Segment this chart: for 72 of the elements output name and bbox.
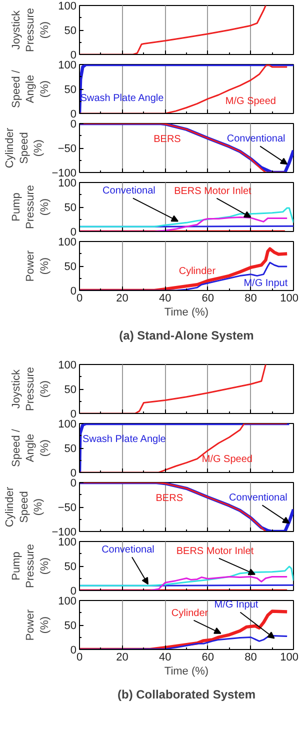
y-tick-label: 100 — [58, 60, 77, 72]
y-axis-title: Power (%) — [24, 250, 52, 282]
x-tick-label: 80 — [244, 292, 257, 304]
x-tick-label: 80 — [244, 652, 257, 664]
x-tick-label: 60 — [202, 292, 214, 304]
annotation: Cylinder — [171, 608, 209, 619]
x-tick-label: 40 — [158, 652, 172, 664]
x-tick-label: 60 — [202, 652, 214, 664]
y-tick-label: 100 — [58, 178, 77, 190]
y-tick-label: 50 — [64, 443, 77, 455]
annotation: M/G Speed — [225, 96, 276, 107]
y-tick-label: 0 — [70, 586, 77, 598]
y-axis-title: Pump Pressure (%) — [10, 184, 52, 230]
annotation: Swash Plate Angle — [82, 434, 166, 446]
y-tick-label: 50 — [64, 384, 77, 396]
x-tick-label: 20 — [116, 652, 128, 664]
y-tick-label: 50 — [64, 561, 77, 573]
y-axis-title: Speed / Angle (%) — [10, 69, 52, 108]
y-tick-label: 100 — [58, 536, 77, 548]
y-tick-label: 100 — [58, 360, 77, 372]
line-series — [80, 566, 294, 586]
y-tick-label: 0 — [70, 108, 77, 120]
line-series — [80, 207, 294, 228]
y-tick-label: 0 — [70, 408, 77, 420]
y-tick-label: 100 — [58, 236, 77, 248]
y-axis-title: Pump Pressure (%) — [10, 544, 52, 588]
x-tick-label: 100 — [280, 292, 299, 304]
annotation: Cylinder — [178, 266, 216, 277]
annotation: Convetional — [102, 544, 154, 556]
y-tick-label: −50 — [58, 143, 77, 155]
annotation: M/G Speed — [202, 454, 252, 465]
y-tick-label: −100 — [52, 168, 77, 180]
x-axis-title: Time (%) — [164, 666, 209, 678]
x-tick-label: 20 — [116, 292, 128, 304]
annotation: Swash Plate Angle — [80, 92, 164, 104]
line-series — [80, 247, 289, 290]
x-axis-title: Time (%) — [164, 306, 209, 318]
annotation: M/G Input — [244, 278, 288, 290]
annotation: M/G Input — [214, 600, 258, 611]
line-series — [80, 610, 289, 650]
y-axis-title: Joystick Pressure (%) — [10, 8, 52, 52]
y-tick-label: 50 — [64, 261, 77, 273]
annotation: Convetional — [102, 186, 156, 197]
y-tick-label: 50 — [64, 620, 77, 632]
annotation: BERS — [154, 134, 182, 146]
y-tick-label: 0 — [70, 226, 77, 238]
y-tick-label: −100 — [52, 526, 77, 538]
y-axis-title: Power (%) — [24, 609, 52, 641]
text: (a) Stand-Alone System — [119, 328, 254, 342]
y-tick-label: 0 — [70, 118, 77, 130]
y-axis-title: Cylinder Speed (%) — [4, 486, 45, 528]
y-tick-label: 50 — [64, 25, 77, 37]
y-axis-title: Cylinder Speed (%) — [4, 127, 45, 168]
y-axis-title: Joystick Pressure (%) — [10, 366, 52, 412]
y-tick-label: 0 — [70, 478, 77, 490]
annotation: BERS Motor Inlet — [176, 546, 254, 557]
y-tick-label: 100 — [58, 418, 77, 430]
annotation: BERS — [156, 493, 184, 504]
annotation: BERS Motor Inlet — [174, 186, 252, 197]
y-tick-label: 0 — [70, 468, 77, 480]
text: (b) Collaborated System — [117, 688, 256, 702]
y-tick-label: −50 — [58, 502, 77, 514]
x-tick-label: 40 — [158, 292, 172, 304]
y-tick-label: 50 — [64, 202, 77, 214]
x-tick-label: 100 — [280, 652, 299, 664]
annotation: Conventional — [226, 134, 286, 145]
y-tick-label: 100 — [58, 596, 77, 608]
annotation: Conventional — [229, 492, 288, 504]
y-tick-label: 0 — [70, 50, 77, 62]
y-tick-label: 100 — [58, 0, 77, 12]
y-axis-title: Speed / Angle (%) — [10, 428, 52, 467]
y-tick-label: 50 — [64, 84, 77, 96]
